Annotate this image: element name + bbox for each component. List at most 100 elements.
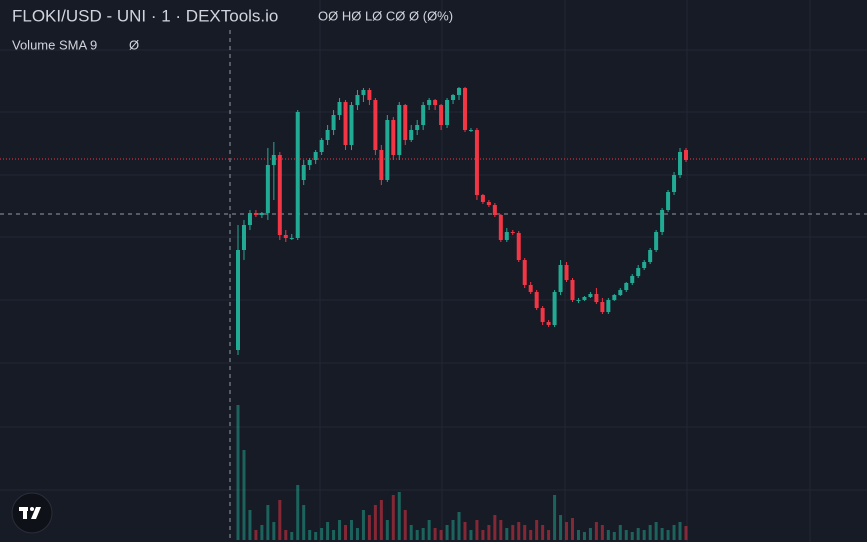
volume-bar [397, 492, 401, 540]
volume-bar [481, 530, 485, 540]
volume-bar [391, 495, 395, 540]
candle-body [331, 115, 336, 130]
candle-body [379, 150, 384, 180]
volume-bar [439, 530, 443, 540]
candle-body [648, 250, 653, 262]
candle-body [283, 235, 288, 238]
logo-shape [30, 507, 34, 511]
candle-body [480, 195, 485, 202]
candle-body [522, 260, 527, 285]
volume-bar [320, 528, 324, 540]
volume-bar [588, 528, 592, 540]
candle-body [247, 213, 252, 225]
volume-bar [236, 405, 240, 540]
volume-bar [582, 532, 586, 540]
volume-bar [326, 522, 330, 540]
candle-body [373, 100, 378, 150]
candle-body [349, 105, 354, 145]
candle-body [660, 210, 665, 232]
volume-bar [290, 532, 294, 540]
volume-bar [332, 530, 336, 540]
ohlc-legend: OØ HØ LØ CØ Ø (Ø%) [318, 8, 453, 23]
logo-shape [31, 507, 41, 519]
volume-bar [523, 525, 527, 540]
volume-bar [499, 520, 503, 540]
candle-body [457, 88, 462, 95]
candle-body [492, 205, 497, 215]
candle-body [666, 192, 671, 210]
logo [11, 492, 53, 534]
volume-bar [427, 520, 431, 540]
volume-bar [302, 505, 306, 540]
candle-body [672, 175, 677, 192]
volume-bar [421, 528, 425, 540]
candle-body [451, 95, 456, 100]
study-value: Ø [129, 37, 139, 52]
volume-bar [314, 532, 318, 540]
volume-bar [618, 525, 622, 540]
candle-body [307, 160, 312, 165]
candle-body [498, 215, 503, 240]
candle-body [564, 265, 569, 280]
candle-body [241, 225, 246, 250]
volume-bar [403, 510, 407, 540]
volume-bar [409, 525, 413, 540]
volume-bar [451, 520, 455, 540]
candle-body [236, 250, 240, 350]
candle-body [427, 100, 432, 105]
volume-bar [266, 505, 270, 540]
candle-body [516, 233, 521, 260]
volume-bar [284, 530, 288, 540]
volume-bar [606, 530, 610, 540]
candle-body [325, 130, 330, 140]
candle-body [319, 140, 324, 152]
candle-body [558, 265, 563, 292]
chart-title: FLOKI/USD - UNI · 1 · DEXTools.io [12, 6, 278, 25]
volume-bar [553, 495, 557, 540]
volume-bar [248, 510, 252, 540]
volume-bar [672, 525, 676, 540]
volume-bar [385, 520, 389, 540]
volume-bar [630, 532, 634, 540]
candle-body [367, 90, 372, 100]
volume-bar [511, 525, 515, 540]
candle-body [570, 280, 575, 300]
series [236, 87, 688, 540]
volume-bar [576, 530, 580, 540]
candle-body [510, 232, 515, 233]
volume-bar [254, 530, 258, 540]
volume-bar [338, 520, 342, 540]
candle-body [636, 268, 641, 276]
volume-bar [600, 525, 604, 540]
candle-body [355, 95, 360, 105]
volume-bar [349, 520, 353, 540]
candle-body [654, 232, 659, 250]
candle-body [415, 125, 420, 130]
candle-body [600, 302, 605, 312]
candle-body [486, 202, 491, 205]
candle-body [259, 213, 264, 215]
volume-bar [654, 522, 658, 540]
volume-bar [373, 505, 377, 540]
volume-bar [594, 522, 598, 540]
volume-bar [529, 530, 533, 540]
volume-bar [308, 530, 312, 540]
candle-body [403, 105, 408, 140]
candle-body [546, 322, 551, 325]
volume-bar [660, 528, 664, 540]
volume-bar [636, 528, 640, 540]
candle-body [588, 294, 593, 297]
volume-bar [361, 510, 365, 540]
volume-bar [678, 522, 682, 540]
candle-body [582, 297, 587, 300]
volume-bar [475, 520, 479, 540]
volume-bar [642, 530, 646, 540]
candle-body [343, 102, 348, 145]
candle-body [385, 120, 390, 180]
volume-bar [242, 450, 246, 540]
candle-body [295, 112, 300, 238]
candle-body [271, 155, 276, 165]
logo-badge [11, 492, 53, 534]
